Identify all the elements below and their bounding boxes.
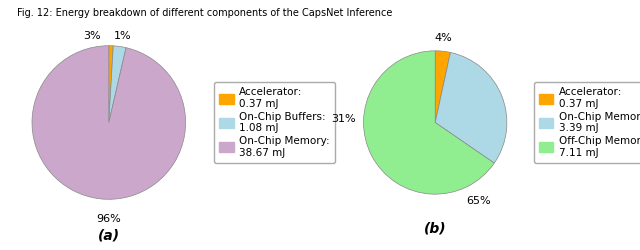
Text: 4%: 4% [435,33,452,43]
Wedge shape [435,52,507,163]
Text: Fig. 12: Energy breakdown of different components of the CapsNet Inference: Fig. 12: Energy breakdown of different c… [17,8,392,18]
Wedge shape [32,46,186,199]
Wedge shape [109,46,113,122]
Text: 96%: 96% [97,214,121,224]
Wedge shape [109,46,126,122]
Text: 31%: 31% [331,114,356,124]
Text: 65%: 65% [466,196,490,206]
Wedge shape [364,51,494,194]
Text: 3%: 3% [83,31,100,41]
Text: (a): (a) [98,228,120,242]
Text: 1%: 1% [114,31,131,41]
Legend: Accelerator:
0.37 mJ, On-Chip Buffers:
1.08 mJ, On-Chip Memory:
38.67 mJ: Accelerator: 0.37 mJ, On-Chip Buffers: 1… [214,82,335,163]
Legend: Accelerator:
0.37 mJ, On-Chip Memory:
3.39 mJ, Off-Chip Memory:
7.11 mJ: Accelerator: 0.37 mJ, On-Chip Memory: 3.… [534,82,640,163]
Text: (b): (b) [424,221,447,235]
Wedge shape [435,51,451,122]
